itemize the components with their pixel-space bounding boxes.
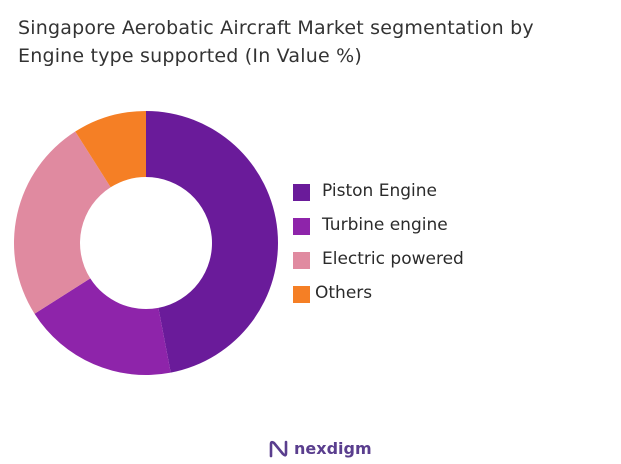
- legend-label-piston-engine: Piston Engine: [322, 181, 437, 201]
- legend-label-others: Others: [315, 283, 373, 303]
- chart-title-line-2: Engine type supported (In Value %): [18, 45, 362, 67]
- legend-swatch-turbine-engine: [293, 218, 310, 235]
- chart-title: Singapore Aerobatic Aircraft Market segm…: [18, 14, 608, 70]
- donut-slice-piston-engine: [146, 111, 279, 373]
- legend-label-electric-powered: Electric powered: [322, 249, 464, 269]
- donut-slice-turbine-engine: [34, 278, 171, 375]
- brand-name: nexdigm: [294, 439, 372, 458]
- donut-slice-others: [75, 111, 146, 188]
- chart-title-line-1: Singapore Aerobatic Aircraft Market segm…: [18, 17, 534, 39]
- nexdigm-logo-icon: [269, 440, 288, 458]
- legend-label-turbine-engine: Turbine engine: [322, 215, 448, 235]
- legend-swatch-piston-engine: [293, 184, 310, 201]
- legend-swatch-electric-powered: [293, 252, 310, 269]
- donut-slice-electric-powered: [14, 131, 111, 314]
- legend-swatch-others: [293, 286, 310, 303]
- donut-chart: [14, 111, 279, 375]
